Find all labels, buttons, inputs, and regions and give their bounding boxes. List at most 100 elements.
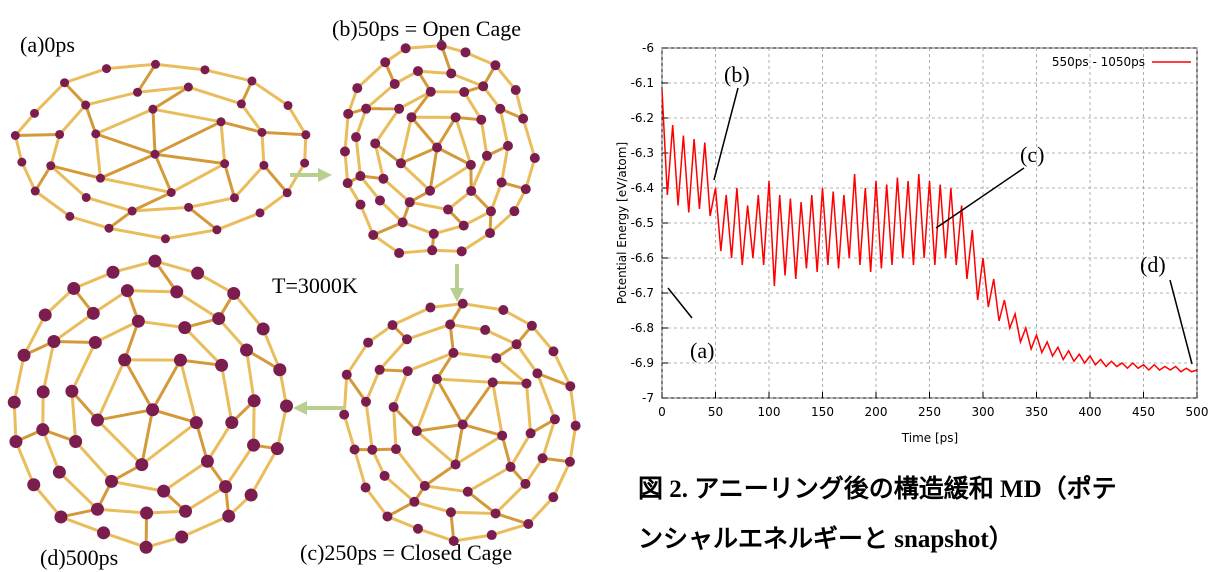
bond: [54, 313, 93, 341]
panel-label: T=3000K: [272, 273, 358, 298]
atom: [247, 439, 260, 452]
bond: [463, 382, 493, 424]
x-tick-label: 150: [811, 405, 834, 419]
atom: [355, 200, 365, 210]
y-axis-label: Potential Energy [eV/atom]: [615, 142, 629, 304]
atom: [363, 338, 373, 348]
atom: [548, 492, 558, 502]
bond: [65, 83, 86, 105]
atom: [520, 479, 530, 489]
atom: [368, 230, 378, 240]
atom: [283, 188, 292, 197]
arrow: [936, 168, 1024, 228]
atom: [247, 77, 256, 86]
atom: [36, 423, 49, 436]
atom: [437, 41, 447, 51]
atom: [401, 43, 411, 53]
bond: [155, 154, 171, 192]
atom: [284, 101, 293, 110]
bond: [496, 513, 529, 524]
atom: [237, 99, 246, 108]
atom: [132, 315, 145, 328]
bond: [127, 291, 176, 292]
arrow-head: [318, 168, 332, 182]
atom: [60, 78, 69, 87]
bond: [153, 360, 181, 410]
atom: [406, 112, 416, 122]
bond: [222, 365, 232, 422]
arrow-head: [293, 401, 307, 415]
atom: [491, 508, 501, 518]
bond: [406, 46, 442, 49]
x-tick-label: 500: [1186, 405, 1209, 419]
atom: [497, 431, 507, 441]
bond: [65, 69, 107, 83]
bond: [401, 163, 430, 190]
molecule: [8, 255, 293, 554]
bond: [532, 326, 554, 352]
atom: [498, 305, 508, 315]
bond: [96, 134, 101, 178]
atom: [11, 131, 20, 140]
atom: [432, 374, 442, 384]
y-tick-label: -6.6: [631, 251, 654, 265]
bond: [383, 179, 409, 202]
bond: [96, 134, 155, 154]
annotation: (b): [724, 62, 750, 87]
atom: [27, 478, 40, 491]
atom: [412, 426, 422, 436]
atom: [240, 344, 253, 357]
bond: [14, 355, 24, 402]
bond: [125, 360, 153, 410]
atom: [509, 206, 519, 216]
bond: [437, 379, 493, 382]
atom: [375, 365, 385, 375]
bond: [164, 461, 208, 491]
atom: [403, 366, 413, 376]
bond: [430, 165, 471, 191]
atom: [175, 530, 188, 543]
atom: [361, 397, 371, 407]
atom: [526, 428, 536, 438]
atom: [402, 334, 412, 344]
atom: [230, 193, 239, 202]
bond: [234, 293, 263, 329]
y-tick-label: -6.7: [631, 286, 654, 300]
atom: [105, 475, 118, 488]
atom: [96, 174, 105, 183]
bond: [437, 117, 456, 147]
atom: [215, 359, 228, 372]
bond: [366, 487, 388, 516]
atom: [391, 444, 401, 454]
y-tick-label: -6.8: [631, 321, 654, 335]
bond: [366, 402, 372, 450]
atom: [370, 138, 380, 148]
atom: [140, 541, 153, 554]
bond: [171, 164, 224, 193]
x-tick-label: 250: [918, 405, 941, 419]
bond: [217, 213, 260, 230]
atom: [257, 128, 266, 137]
atom: [301, 130, 310, 139]
atom: [425, 186, 435, 196]
bond: [100, 178, 171, 192]
bond: [375, 109, 399, 144]
bond: [76, 441, 112, 481]
atom: [106, 266, 119, 279]
atom: [476, 115, 486, 125]
atom: [390, 79, 400, 89]
atom: [538, 453, 548, 463]
bond: [496, 484, 526, 514]
bond: [70, 216, 109, 228]
atom: [425, 302, 435, 312]
atom: [458, 299, 468, 309]
bond: [254, 401, 255, 445]
atom: [352, 83, 362, 93]
panel-label: (a)0ps: [20, 32, 75, 57]
atom: [448, 348, 458, 358]
bond: [347, 343, 368, 375]
bond: [502, 146, 508, 183]
atom: [54, 510, 67, 523]
atom: [121, 284, 134, 297]
bond: [414, 502, 451, 512]
